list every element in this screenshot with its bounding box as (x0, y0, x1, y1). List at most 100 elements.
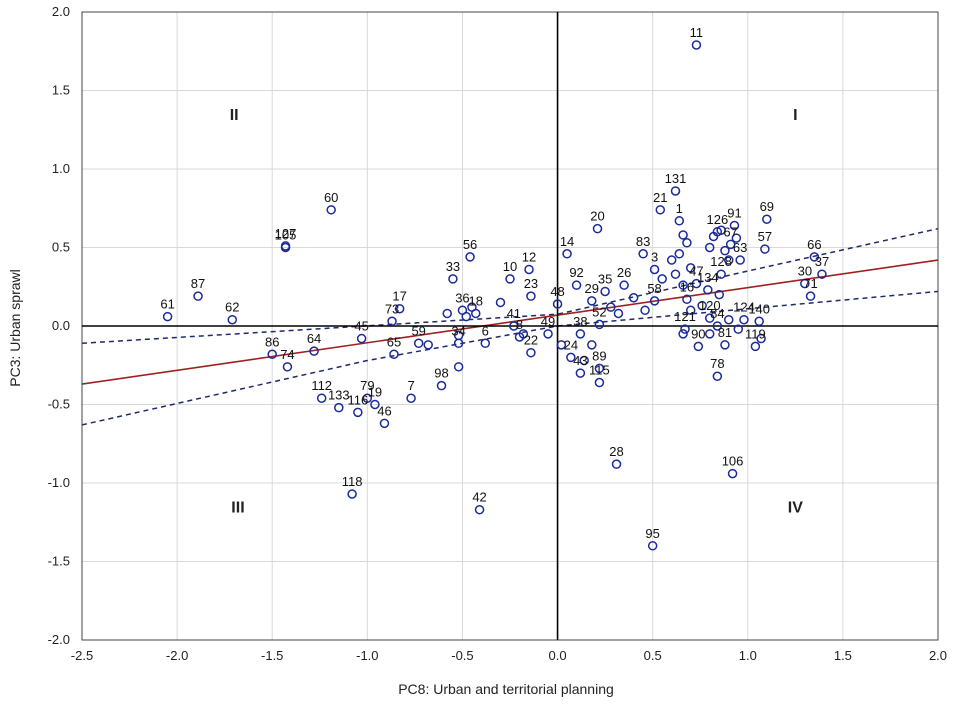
point-label: 52 (592, 304, 606, 319)
data-point (394, 303, 405, 314)
data-point (727, 468, 738, 479)
data-point (543, 329, 553, 339)
data-point (575, 368, 586, 378)
data-point (739, 314, 749, 325)
data-point (674, 216, 685, 226)
point-label: 89 (592, 348, 606, 363)
point-label: 87 (191, 276, 205, 291)
point-label: 98 (434, 366, 448, 381)
data-point (725, 239, 736, 250)
data-point (704, 313, 715, 323)
point-label: 58 (647, 281, 661, 296)
point-label: 74 (280, 347, 294, 362)
x-tick-label: -2.5 (71, 648, 93, 663)
point-label: 140 (748, 301, 770, 316)
data-point (817, 269, 827, 279)
x-tick-label: 0.5 (644, 648, 662, 663)
point-label: 16 (680, 279, 694, 294)
point-label: 33 (446, 259, 460, 274)
data-point (724, 314, 734, 325)
point-label: 42 (472, 490, 486, 505)
data-point (389, 349, 399, 360)
data-point (682, 294, 692, 305)
data-point (442, 308, 452, 319)
point-label: 115 (589, 363, 610, 378)
data-point (649, 264, 660, 275)
data-point (693, 341, 704, 352)
point-label: 78 (710, 356, 724, 371)
data-point (670, 186, 681, 196)
quadrant-label: I (793, 107, 797, 124)
data-point (465, 252, 475, 262)
data-point (682, 238, 692, 248)
data-point (552, 299, 563, 309)
point-label: 84 (710, 306, 724, 321)
data-point (379, 418, 390, 429)
point-label: 79 (360, 378, 374, 393)
point-label: 41 (507, 306, 521, 321)
data-point (704, 329, 715, 339)
y-tick-label: 1.5 (52, 83, 70, 98)
data-point (657, 274, 667, 284)
data-point (267, 349, 277, 360)
data-point (309, 346, 319, 356)
data-point (716, 225, 726, 235)
data-point (562, 249, 572, 259)
data-point (729, 220, 740, 231)
quadrant-label: IV (788, 500, 803, 517)
point-label: 63 (733, 240, 747, 255)
point-label: 133 (328, 388, 350, 403)
data-point (505, 274, 515, 284)
point-label: 43 (573, 353, 587, 368)
point-label: 46 (377, 403, 391, 418)
point-label: 116 (347, 392, 368, 407)
data-point (680, 324, 690, 334)
data-point (674, 249, 685, 259)
data-point (526, 347, 536, 358)
data-point (571, 280, 582, 290)
data-point (800, 278, 810, 289)
data-point (724, 255, 734, 265)
data-point (655, 205, 666, 215)
point-label: 57 (758, 229, 772, 244)
data-point (712, 321, 723, 331)
x-tick-label: 2.0 (929, 648, 947, 663)
data-point (575, 329, 586, 339)
x-tick-label: -2.0 (166, 648, 188, 663)
data-point (762, 214, 772, 224)
data-point (594, 319, 605, 330)
y-tick-label: 0.5 (52, 240, 70, 255)
data-point (731, 233, 742, 243)
point-label: 86 (265, 334, 279, 349)
point-label: 90 (691, 326, 705, 341)
data-point (461, 311, 471, 322)
x-tick-label: -0.5 (451, 648, 473, 663)
point-label: 34 (451, 323, 465, 338)
point-label: 12 (522, 249, 536, 264)
point-label: 21 (653, 190, 667, 205)
point-label: 60 (324, 190, 338, 205)
point-label: 83 (636, 234, 650, 249)
point-label: 6 (482, 323, 489, 338)
point-label: 48 (550, 284, 564, 299)
data-point (524, 264, 534, 275)
y-tick-label: -1.0 (48, 475, 70, 490)
data-point (756, 333, 766, 344)
data-point (691, 278, 702, 289)
point-label: 67 (723, 224, 737, 239)
data-point (750, 341, 761, 352)
point-label: 106 (722, 454, 744, 469)
data-point (760, 244, 770, 254)
data-point (712, 371, 723, 381)
data-point (619, 280, 629, 290)
regression-line-path (81, 259, 939, 385)
point-label: 66 (807, 237, 821, 252)
data-point (649, 296, 660, 306)
data-point (611, 459, 622, 469)
data-point (685, 305, 696, 316)
point-label: 17 (392, 289, 406, 304)
y-tick-label: -2.0 (48, 632, 70, 647)
point-label: 23 (524, 276, 538, 291)
